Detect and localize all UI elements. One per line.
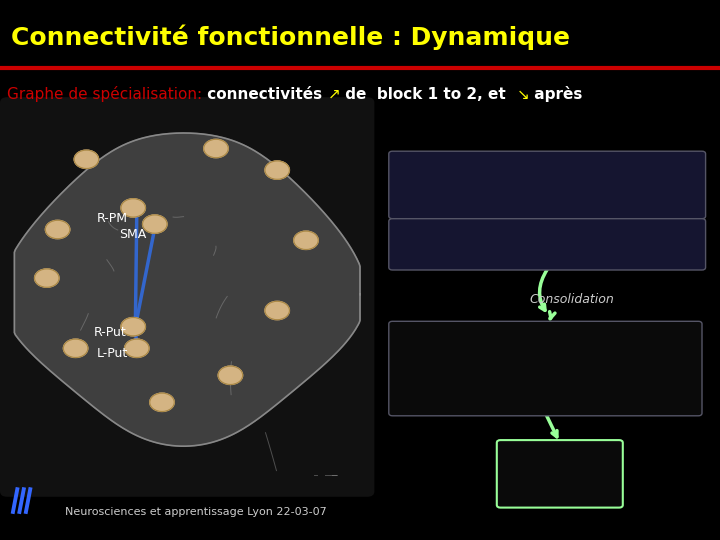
Circle shape bbox=[45, 220, 70, 239]
Text: Consolidation: Consolidation bbox=[529, 293, 614, 306]
Text: Motor: Motor bbox=[410, 178, 461, 192]
FancyBboxPatch shape bbox=[389, 151, 706, 219]
Text: Parietal cort: Parietal cort bbox=[403, 237, 510, 252]
Text: Connectivité fonctionnelle : Dynamique: Connectivité fonctionnelle : Dynamique bbox=[11, 24, 570, 50]
Polygon shape bbox=[14, 133, 360, 446]
FancyBboxPatch shape bbox=[497, 440, 623, 508]
Circle shape bbox=[121, 318, 145, 336]
Text: Motor: Motor bbox=[541, 455, 577, 469]
Text: SMA: SMA bbox=[119, 228, 146, 241]
Text: Striatum    Cerebellum: Striatum Cerebellum bbox=[410, 387, 552, 400]
Text: R-Put: R-Put bbox=[94, 326, 126, 339]
FancyBboxPatch shape bbox=[389, 219, 706, 270]
Circle shape bbox=[150, 393, 174, 411]
Text: cortical: cortical bbox=[508, 178, 572, 192]
Text: Neurosciences et apprentissage Lyon 22-03-07: Neurosciences et apprentissage Lyon 22-0… bbox=[65, 507, 327, 517]
Text: après: après bbox=[529, 86, 582, 103]
Text: R-PM: R-PM bbox=[97, 212, 128, 225]
Text: Motor  cortical  areas: Motor cortical areas bbox=[410, 335, 544, 348]
Text: L-Put: L-Put bbox=[97, 347, 128, 360]
FancyBboxPatch shape bbox=[389, 321, 702, 416]
Text: adaptation: adaptation bbox=[526, 477, 594, 490]
Circle shape bbox=[218, 366, 243, 384]
Text: Graphe de spécialisation:: Graphe de spécialisation: bbox=[7, 86, 202, 103]
Circle shape bbox=[143, 215, 167, 233]
Circle shape bbox=[74, 150, 99, 168]
Circle shape bbox=[125, 339, 149, 357]
Text: areas: areas bbox=[619, 178, 667, 192]
Text: ↘: ↘ bbox=[517, 87, 529, 102]
Circle shape bbox=[35, 269, 59, 287]
Text: de  block 1 to 2, et: de block 1 to 2, et bbox=[341, 87, 517, 102]
Circle shape bbox=[63, 339, 88, 357]
FancyBboxPatch shape bbox=[0, 97, 374, 497]
Circle shape bbox=[265, 161, 289, 179]
Text: ↗: ↗ bbox=[328, 87, 341, 102]
Text: Cerebellum: Cerebellum bbox=[554, 237, 652, 252]
Text: Parietal cortex: Parietal cortex bbox=[410, 361, 501, 374]
Circle shape bbox=[121, 199, 145, 217]
Circle shape bbox=[294, 231, 318, 249]
Circle shape bbox=[265, 301, 289, 320]
Text: connectivités: connectivités bbox=[202, 87, 328, 102]
Circle shape bbox=[204, 139, 228, 158]
